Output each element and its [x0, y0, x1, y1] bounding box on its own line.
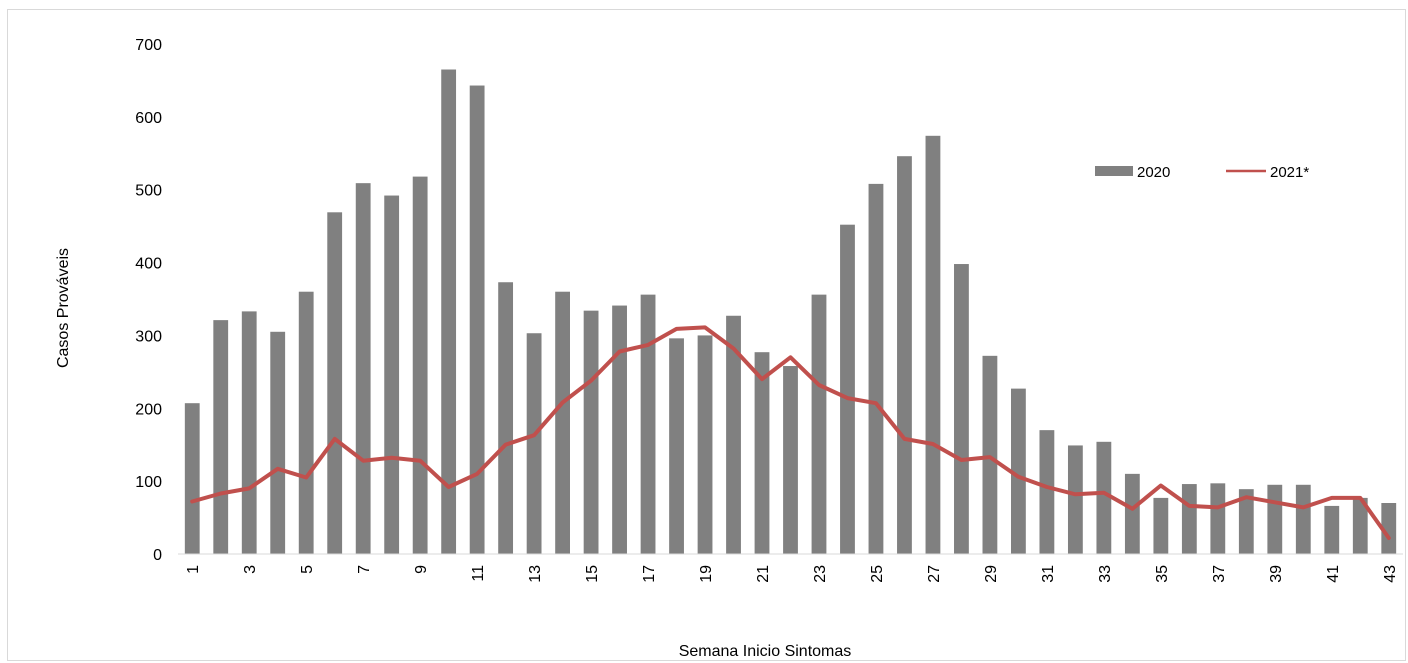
- line-2021: [190, 325, 1391, 540]
- y-tick-label: 0: [153, 547, 162, 564]
- bar: [213, 320, 229, 554]
- bar: [1096, 441, 1112, 554]
- y-tick-label: 700: [135, 37, 162, 54]
- bar: [783, 366, 798, 554]
- bar: [355, 183, 371, 554]
- bar: [640, 294, 656, 554]
- x-tick-label: 19: [698, 565, 715, 583]
- x-tick-label: 13: [527, 565, 544, 583]
- legend-swatch-2020: [1095, 166, 1133, 176]
- bar: [1067, 445, 1083, 554]
- x-tick-label: 11: [470, 565, 487, 582]
- x-tick-label: 35: [1154, 565, 1171, 583]
- x-tick-label: 17: [641, 565, 658, 583]
- bar: [925, 135, 941, 555]
- bar: [583, 310, 599, 554]
- x-tick-label: 1: [185, 565, 202, 574]
- bar: [184, 403, 200, 554]
- bar: [726, 315, 741, 554]
- x-tick-label: 21: [755, 565, 772, 583]
- bar: [412, 176, 428, 554]
- y-tick-label: 200: [135, 401, 162, 418]
- x-tick-label: 9: [413, 565, 430, 574]
- x-tick-label: 41: [1325, 565, 1342, 583]
- bar: [1324, 505, 1340, 554]
- bar: [241, 311, 257, 554]
- x-tick-label: 39: [1268, 565, 1285, 583]
- bar: [555, 291, 570, 554]
- bars-2020: [184, 69, 1397, 555]
- x-tick-label: 31: [1040, 565, 1057, 583]
- y-tick-label: 300: [135, 328, 162, 345]
- bar: [1124, 473, 1140, 554]
- bar: [982, 355, 998, 554]
- bar: [840, 224, 855, 554]
- y-axis-ticks: 0 100 200 300 400 500 600 700: [135, 37, 162, 564]
- bar: [1011, 388, 1026, 554]
- bar: [298, 291, 314, 554]
- bar: [1352, 497, 1368, 554]
- x-tick-label: 5: [299, 565, 316, 574]
- chart-frame: [7, 9, 1406, 661]
- bar: [1267, 484, 1283, 554]
- bar: [1238, 489, 1254, 554]
- bar: [469, 85, 485, 555]
- x-tick-label: 7: [356, 565, 373, 574]
- bar: [1210, 483, 1226, 554]
- y-tick-label: 400: [135, 256, 162, 273]
- series-line-2021: [190, 325, 1391, 540]
- bar: [1039, 430, 1055, 554]
- x-tick-label: 43: [1382, 565, 1399, 583]
- bar: [1181, 484, 1197, 554]
- legend-label-2021: 2021*: [1270, 164, 1309, 181]
- x-tick-label: 15: [584, 565, 601, 583]
- bar: [868, 183, 884, 554]
- y-tick-label: 500: [135, 183, 162, 200]
- legend-label-2020: 2020: [1137, 164, 1170, 181]
- x-tick-label: 33: [1097, 565, 1114, 583]
- bar: [327, 212, 343, 555]
- bar: [526, 333, 542, 554]
- bar: [612, 305, 627, 554]
- bar: [954, 264, 969, 554]
- bar: [384, 195, 400, 555]
- bar: [498, 282, 514, 554]
- bar: [270, 331, 286, 554]
- legend: 2020 2021*: [1095, 164, 1309, 181]
- x-tick-label: 25: [869, 565, 886, 583]
- bar: [897, 156, 912, 554]
- x-tick-label: 3: [242, 565, 259, 574]
- x-axis-ticks: 1 3 5 7 9 11 13 15 17 19 21 23 25 27 29 31 33 35 37 39 41 43: [185, 565, 1399, 583]
- x-tick-label: 23: [812, 565, 829, 583]
- x-tick-label: 27: [926, 565, 943, 583]
- bar: [669, 338, 684, 554]
- bar: [754, 352, 770, 554]
- bar: [441, 69, 457, 554]
- x-axis-title: Semana Inicio Sintomas: [679, 643, 852, 660]
- bar: [697, 335, 713, 554]
- bar: [811, 294, 827, 554]
- bar: [1153, 497, 1169, 554]
- y-tick-label: 100: [135, 474, 162, 491]
- bar: [1295, 484, 1311, 554]
- bar: [1381, 503, 1397, 554]
- x-tick-label: 29: [983, 565, 1000, 583]
- x-tick-label: 37: [1211, 565, 1228, 583]
- y-axis-title: Casos Prováveis: [55, 248, 72, 368]
- y-tick-label: 600: [135, 110, 162, 127]
